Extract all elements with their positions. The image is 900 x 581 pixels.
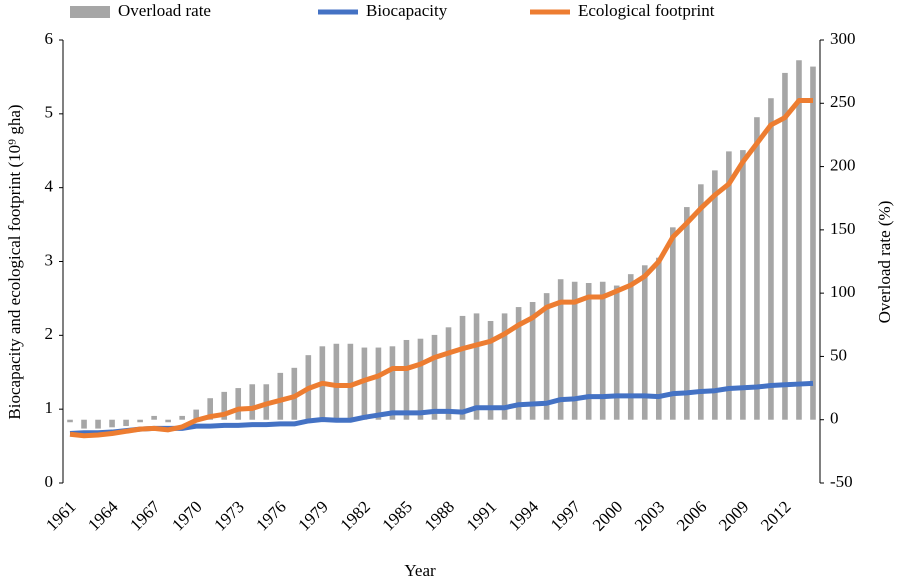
bar <box>473 313 480 420</box>
y2-tick-label: 50 <box>830 345 847 364</box>
x-tick-label: 2003 <box>631 497 668 534</box>
bar <box>361 347 368 420</box>
y2-tick-label: -50 <box>830 472 853 491</box>
bar <box>431 334 438 420</box>
x-tick-label: 1991 <box>463 497 500 534</box>
bar <box>515 307 522 420</box>
bar <box>417 338 424 420</box>
bar <box>249 384 256 420</box>
bar <box>796 60 802 420</box>
bar <box>389 346 396 420</box>
bar <box>277 372 284 420</box>
bar <box>655 257 662 420</box>
bar <box>782 72 788 420</box>
x-tick-label: 2009 <box>715 497 752 534</box>
x-tick-label: 1982 <box>337 497 374 534</box>
y-tick-label: 3 <box>45 250 54 269</box>
y2-axis-label: Overload rate (%) <box>875 201 894 324</box>
bar <box>333 343 340 420</box>
bar <box>165 419 171 423</box>
bar <box>684 207 690 420</box>
bar <box>81 419 87 429</box>
bar <box>670 227 676 420</box>
bar <box>67 419 73 423</box>
x-tick-label: 1976 <box>252 497 289 534</box>
bar <box>137 419 143 423</box>
legend-label: Biocapacity <box>366 1 448 20</box>
bar <box>459 315 466 420</box>
x-tick-label: 2000 <box>589 497 626 534</box>
bar <box>221 391 228 420</box>
y-tick-label: 4 <box>45 177 54 196</box>
bar <box>403 339 410 420</box>
x-tick-label: 1979 <box>294 497 331 534</box>
bar <box>487 320 494 420</box>
y2-tick-label: 150 <box>830 219 856 238</box>
y2-tick-label: 250 <box>830 92 856 111</box>
x-tick-label: 1970 <box>168 497 205 534</box>
bar <box>698 184 704 420</box>
bar <box>543 293 550 420</box>
x-tick-label: 1973 <box>210 497 247 534</box>
legend-label: Overload rate <box>118 1 211 20</box>
bar <box>810 66 816 420</box>
y2-tick-label: 200 <box>830 155 856 174</box>
line <box>69 380 814 437</box>
y-axis-label: Biocapacity and ecological footprint (10… <box>5 104 24 419</box>
bar <box>641 265 648 420</box>
x-tick-label: 1988 <box>421 497 458 534</box>
bar <box>712 170 718 420</box>
bar <box>151 415 157 420</box>
bar <box>193 409 199 420</box>
x-tick-label: 2006 <box>673 497 710 534</box>
bar <box>179 415 185 420</box>
x-tick-label: 1997 <box>547 497 585 535</box>
bar <box>557 279 564 420</box>
bar <box>445 327 452 420</box>
x-tick-label: 1964 <box>84 497 122 535</box>
y-tick-label: 5 <box>45 103 54 122</box>
bar <box>613 285 620 420</box>
bar <box>123 419 129 427</box>
line <box>69 98 813 439</box>
bar <box>726 151 732 420</box>
y2-tick-label: 300 <box>830 29 856 48</box>
bar <box>95 419 101 429</box>
bar <box>529 302 536 420</box>
bar <box>501 313 508 420</box>
bar <box>235 388 242 420</box>
x-tick-label: 2012 <box>757 497 794 534</box>
bar <box>571 281 578 420</box>
bar <box>585 283 592 420</box>
x-tick-label: 1961 <box>42 497 79 534</box>
x-tick-label: 1985 <box>379 497 416 534</box>
y-tick-label: 1 <box>45 398 54 417</box>
bar <box>768 98 774 420</box>
x-axis-label: Year <box>404 561 436 580</box>
y2-tick-label: 100 <box>830 282 856 301</box>
y2-tick-label: 0 <box>830 409 839 428</box>
bar <box>627 274 634 420</box>
x-tick-label: 1967 <box>126 497 164 535</box>
y-tick-label: 0 <box>45 472 54 491</box>
x-tick-label: 1994 <box>505 497 543 535</box>
legend-swatch <box>70 6 110 18</box>
bar <box>740 150 746 420</box>
bar <box>109 419 115 428</box>
legend-label: Ecological footprint <box>578 1 715 20</box>
bar <box>599 281 606 420</box>
bar <box>754 117 760 420</box>
bar <box>347 343 354 420</box>
y-tick-label: 2 <box>45 324 54 343</box>
bar <box>375 347 382 420</box>
bar <box>207 398 213 420</box>
y-tick-label: 6 <box>45 29 54 48</box>
